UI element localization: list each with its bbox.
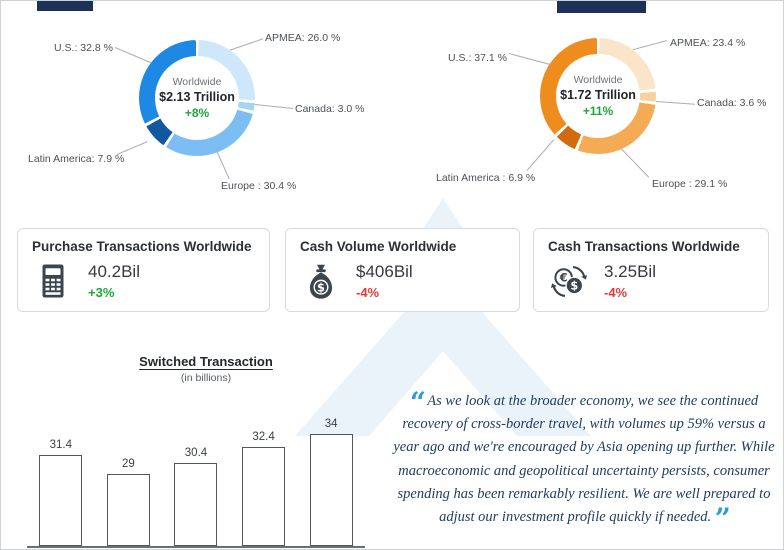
label-connector-line <box>114 47 152 64</box>
stat-card-cash-volume: Cash Volume Worldwide $ $406Bil -4% <box>285 228 520 312</box>
bar-column: 31.4 <box>39 439 83 546</box>
svg-text:$: $ <box>570 278 578 292</box>
card-title: Purchase Transactions Worldwide <box>32 239 252 254</box>
donut-center-right: Worldwide $1.72 Trillion +11% <box>556 54 640 138</box>
gdv-total-value: $2.13 Trillion <box>159 90 235 104</box>
bar-column: 34 <box>309 418 353 546</box>
bar-column: 29 <box>106 458 150 546</box>
segment-label-latam-right: Latin America : 6.9 % <box>436 172 536 184</box>
money-bag-icon: $ <box>300 261 342 301</box>
chart-subtitle: (in billions) <box>180 372 232 384</box>
label-connector-line <box>508 53 550 65</box>
quote-text: As we look at the broader economy, we se… <box>393 393 775 525</box>
worldwide-label: Worldwide <box>573 74 623 86</box>
label-connector-line <box>228 38 264 51</box>
bar-value-label: 34 <box>324 418 338 430</box>
pos-terminal-icon <box>32 261 74 301</box>
gdv-donut-right: Worldwide $1.72 Trillion +11% <box>540 38 656 154</box>
open-quote-icon: “ <box>409 386 426 419</box>
svg-text:$: $ <box>317 280 325 294</box>
bar-column: 30.4 <box>174 447 218 546</box>
svg-text:€: € <box>559 270 568 284</box>
segment-label-latam-left: Latin America: 7.9 % <box>28 153 125 165</box>
bar-column: 32.4 <box>242 431 286 546</box>
card-value: 3.25Bil <box>604 262 656 281</box>
stat-card-cash-transactions: Cash Transactions Worldwide € $ 3.25Bil … <box>533 228 769 312</box>
gdv-total-value: $1.72 Trillion <box>560 88 636 102</box>
bar <box>174 463 218 546</box>
label-connector-line <box>216 151 230 180</box>
section-ribbon-left <box>37 1 93 11</box>
card-title: Cash Transactions Worldwide <box>548 239 740 254</box>
bar <box>309 434 353 546</box>
close-quote-icon: ” <box>714 501 731 535</box>
label-connector-line <box>526 139 555 171</box>
switched-transaction-chart: 31.4 29 30.4 32.4 34 <box>27 403 365 548</box>
card-change: -4% <box>604 285 628 300</box>
switched-transaction-header: Switched Transaction (in billions) <box>41 354 371 384</box>
label-connector-line <box>655 101 695 105</box>
bar <box>39 455 83 546</box>
card-value: $406Bil <box>356 262 413 281</box>
segment-label-canada-right: Canada: 3.6 % <box>697 97 767 109</box>
segment-label-apmea-right: APMEA: 23.4 % <box>670 37 746 49</box>
bar <box>242 447 286 546</box>
gdv-change-badge: +8% <box>184 106 210 120</box>
bar <box>106 474 150 546</box>
segment-label-us-right: U.S.: 37.1 % <box>448 52 507 64</box>
chart-title: Switched Transaction <box>139 354 273 369</box>
donut-center-left: Worldwide $2.13 Trillion +8% <box>155 56 239 140</box>
section-ribbon-right <box>557 1 646 13</box>
segment-label-apmea-left: APMEA: 26.0 % <box>265 32 341 44</box>
segment-label-europe-right: Europe : 29.1 % <box>652 178 728 190</box>
worldwide-label: Worldwide <box>172 76 222 88</box>
card-value: 40.2Bil <box>88 262 140 281</box>
segment-label-canada-left: Canada: 3.0 % <box>295 103 365 115</box>
bar-value-label: 29 <box>121 458 135 470</box>
gdv-change-badge: +11% <box>582 104 614 118</box>
gdv-donut-left: Worldwide $2.13 Trillion +8% <box>139 40 255 156</box>
ceo-quote: “ As we look at the broader economy, we … <box>391 389 777 533</box>
currency-exchange-icon: € $ <box>548 261 590 301</box>
card-change: +3% <box>88 285 115 300</box>
label-connector-line <box>620 148 650 178</box>
stat-card-purchase-transactions: Purchase Transactions Worldwide 40.2Bil … <box>17 228 270 312</box>
card-title: Cash Volume Worldwide <box>300 239 457 254</box>
card-change: -4% <box>356 285 380 300</box>
bar-value-label: 30.4 <box>184 447 208 459</box>
segment-label-us-left: U.S.: 32.8 % <box>54 42 113 54</box>
segment-label-europe-left: Europe : 30.4 % <box>221 180 297 192</box>
bar-value-label: 32.4 <box>252 431 275 443</box>
bar-value-label: 31.4 <box>49 439 72 451</box>
label-connector-line <box>629 40 667 51</box>
label-connector-line <box>254 104 293 109</box>
